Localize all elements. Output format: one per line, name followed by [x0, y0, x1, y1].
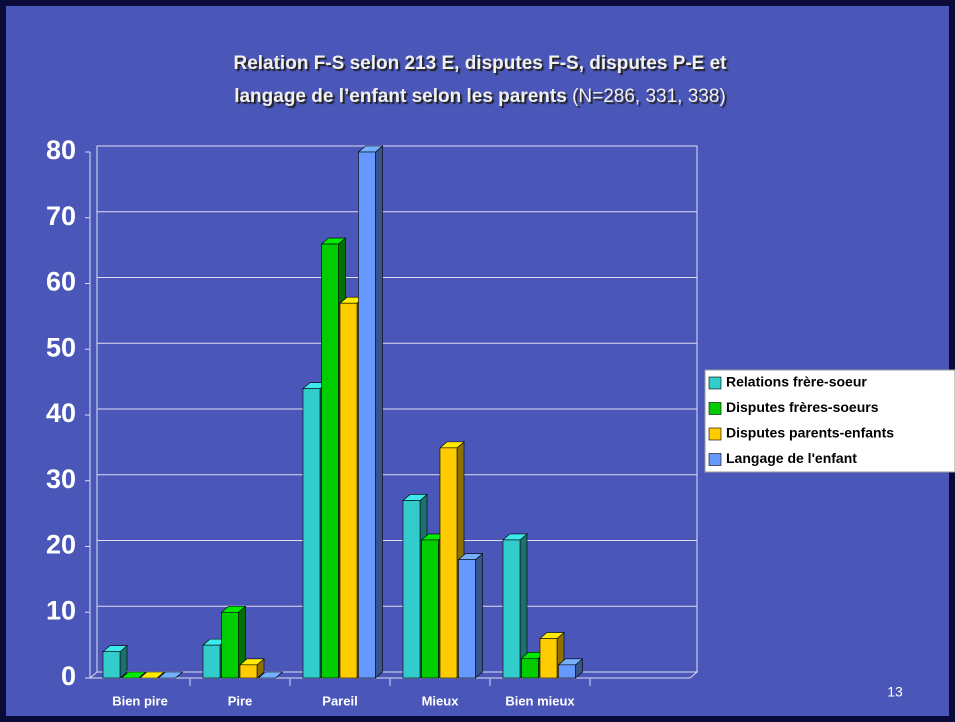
bar-face: [439, 447, 458, 679]
chart-title-line2: langage de l’enfant selon les parents (N…: [234, 86, 726, 107]
y-tick-label: 40: [46, 398, 76, 428]
bar-face: [221, 611, 239, 679]
legend-swatch: [708, 453, 722, 466]
bar-face: [321, 243, 339, 679]
x-tick-label: Bien mieux: [505, 693, 575, 708]
bar: [139, 671, 165, 679]
bar: [357, 145, 384, 679]
bar-face: [458, 559, 476, 679]
bar: [457, 552, 484, 679]
legend-swatch: [708, 376, 722, 390]
bar: [557, 658, 584, 679]
x-tick-label: Pire: [228, 693, 253, 708]
bar-face: [358, 151, 376, 679]
y-tick-label: 70: [46, 201, 76, 231]
bar-face: [257, 671, 284, 679]
bar: [102, 645, 128, 679]
bar: [239, 658, 265, 679]
bar-face: [402, 500, 421, 679]
bar-face: [157, 671, 184, 679]
bar-face: [302, 388, 321, 679]
bar-face: [502, 539, 521, 679]
legend-label: Relations frère-soeur: [726, 374, 867, 390]
bar-face: [475, 552, 483, 679]
bar-face: [339, 302, 358, 679]
x-tick-label: Pareil: [322, 693, 357, 708]
y-tick-label: 60: [46, 267, 76, 297]
bar-face: [375, 145, 383, 679]
slide-number: 13: [887, 684, 903, 700]
x-tick-label: Mieux: [422, 693, 460, 708]
legend-swatch: [708, 402, 722, 415]
bar: [157, 671, 184, 679]
bar-face: [239, 664, 258, 679]
bar-face: [102, 651, 121, 679]
legend: [704, 369, 955, 473]
y-tick-label: 50: [46, 332, 76, 362]
legend-label: Langage de l'enfant: [726, 450, 857, 466]
bar: [220, 605, 247, 679]
legend-label: Disputes frères-soeurs: [726, 399, 879, 415]
bar-face: [539, 638, 558, 679]
chart-title-line: Relation F-S selon 213 E, disputes F-S, …: [233, 53, 727, 74]
bar-face: [120, 671, 147, 679]
chart-title-line: langage de l’enfant selon les parents: [234, 86, 567, 107]
bar-face: [521, 657, 539, 679]
bar: [257, 671, 284, 679]
y-tick-label: 20: [46, 530, 76, 560]
bar: [120, 671, 147, 679]
bar-face: [421, 539, 439, 679]
y-tick-label: 30: [46, 464, 76, 494]
legend-label: Disputes parents-enfants: [726, 425, 894, 441]
y-tick-label: 10: [46, 595, 76, 625]
y-tick-label: 80: [46, 135, 76, 165]
y-tick-label: 0: [61, 661, 76, 691]
chart-title-note: (N=286, 331, 338): [572, 86, 726, 107]
bar-face: [558, 664, 576, 679]
legend-swatch: [708, 427, 722, 441]
x-tick-label: Bien pire: [112, 693, 168, 708]
bar-face: [202, 644, 221, 679]
bar-face: [139, 671, 165, 679]
